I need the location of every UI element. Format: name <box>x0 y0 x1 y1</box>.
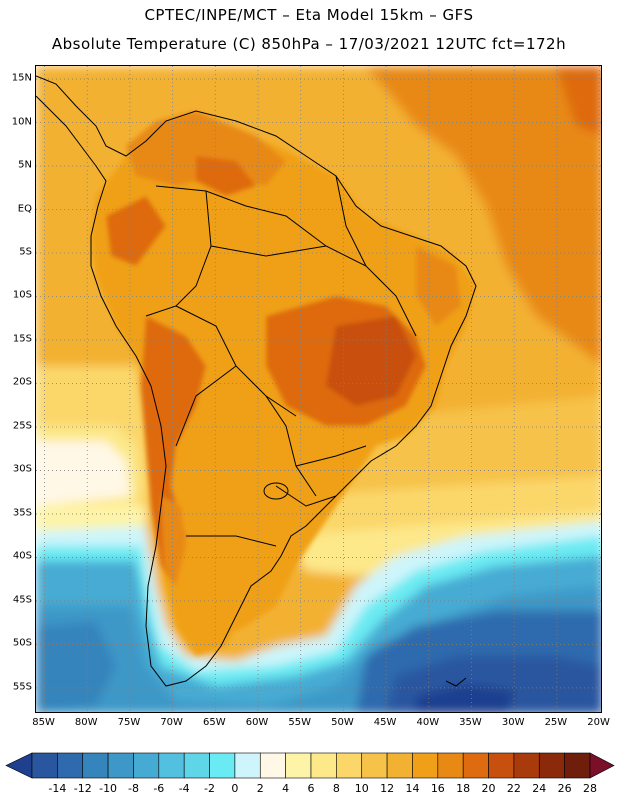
colorbar-segment <box>183 752 210 779</box>
latitude-label: 25S <box>12 420 32 432</box>
coastline <box>36 75 477 687</box>
colorbar-segment <box>57 752 84 779</box>
colorbar-tick-label: -10 <box>99 782 118 795</box>
colorbar-tick-label: -4 <box>178 782 190 795</box>
longitude-label: 70W <box>160 717 183 728</box>
colorbar-tick-label: 12 <box>380 782 395 795</box>
longitude-label: 45W <box>373 717 397 728</box>
colorbar-segment <box>209 752 236 779</box>
chart-subtitle: Absolute Temperature (C) 850hPa – 17/03/… <box>51 35 567 53</box>
colorbar <box>5 752 615 779</box>
latitude-label: 35S <box>12 507 32 519</box>
longitude-label: 75W <box>117 717 141 728</box>
latitude-label: 10N <box>11 116 32 128</box>
colorbar-tick-label: 2 <box>256 782 264 795</box>
latitude-label: 55S <box>12 681 32 693</box>
colorbar-tick-label: 28 <box>583 782 597 795</box>
colorbar-tick-label: 26 <box>557 782 572 795</box>
longitude-label: 50W <box>331 717 354 728</box>
longitude-label: 30W <box>501 717 525 728</box>
latitude-label: 15N <box>11 72 32 84</box>
colorbar-tick-label: -8 <box>127 782 139 795</box>
colorbar-tick-label: 4 <box>282 782 290 795</box>
colorbar-segment <box>336 752 363 779</box>
colorbar-segment <box>133 752 160 779</box>
colorbar-tick-label: 16 <box>430 782 445 795</box>
colorbar-segment <box>234 752 261 779</box>
latitude-label: 40S <box>12 550 32 562</box>
latitude-label: 5S <box>19 246 32 258</box>
colorbar-tick-label: -2 <box>204 782 216 795</box>
colorbar-segment <box>285 752 312 779</box>
latitude-label: 15S <box>12 333 32 345</box>
latitude-label: EQ <box>17 203 32 215</box>
colorbar-segment <box>412 752 439 779</box>
colorbar-segment <box>488 752 515 779</box>
colorbar-segment <box>462 752 489 779</box>
latitude-label: 45S <box>12 594 32 606</box>
colorbar-min-arrow <box>5 752 33 779</box>
latitude-label: 30S <box>12 463 32 475</box>
graticule <box>36 66 601 712</box>
colorbar-tick-label: 0 <box>231 782 239 795</box>
latitude-label: 20S <box>12 376 32 388</box>
longitude-label: 40W <box>416 717 440 728</box>
longitude-label: 35W <box>459 717 482 728</box>
colorbar-tick-label: 6 <box>307 782 315 795</box>
colorbar-segment <box>437 752 464 779</box>
colorbar-tick-label: 22 <box>506 782 521 795</box>
colorbar-tick-label: 18 <box>456 782 471 795</box>
colorbar-segment <box>513 752 540 779</box>
colorbar-tick-label: 24 <box>532 782 547 795</box>
colorbar-segment <box>564 752 591 779</box>
longitude-label: 80W <box>74 717 98 728</box>
colorbar-tick-label: 10 <box>354 782 369 795</box>
colorbar-segment <box>158 752 185 779</box>
longitude-label: 25W <box>544 717 568 728</box>
colorbar-segment <box>259 752 286 779</box>
colorbar-tick-label: 20 <box>481 782 496 795</box>
temperature-map[interactable] <box>35 65 602 713</box>
colorbar-tick-label: 8 <box>332 782 340 795</box>
colorbar-max-arrow <box>589 752 615 779</box>
latitude-label: 10S <box>12 289 32 301</box>
colorbar-segment <box>31 752 58 779</box>
latitude-label: 50S <box>12 637 32 649</box>
latitude-label: 5N <box>18 159 32 171</box>
colorbar-tick-label: 14 <box>405 782 420 795</box>
longitude-label: 60W <box>245 717 269 728</box>
colorbar-tick-label: -12 <box>73 782 92 795</box>
chart-title: CPTEC/INPE/MCT – Eta Model 15km – GFS <box>144 6 474 24</box>
temperature-field <box>36 66 601 712</box>
longitude-label: 65W <box>203 717 226 728</box>
longitude-label: 55W <box>288 717 312 728</box>
colorbar-segment <box>538 752 565 779</box>
colorbar-segment <box>82 752 109 779</box>
colorbar-segment <box>386 752 413 779</box>
colorbar-tick-label: -14 <box>48 782 67 795</box>
colorbar-segment <box>107 752 134 779</box>
longitude-label: 85W <box>32 717 55 728</box>
longitude-label: 20W <box>587 717 610 728</box>
colorbar-segment <box>361 752 388 779</box>
colorbar-tick-label: -6 <box>153 782 165 795</box>
colorbar-segment <box>310 752 337 779</box>
